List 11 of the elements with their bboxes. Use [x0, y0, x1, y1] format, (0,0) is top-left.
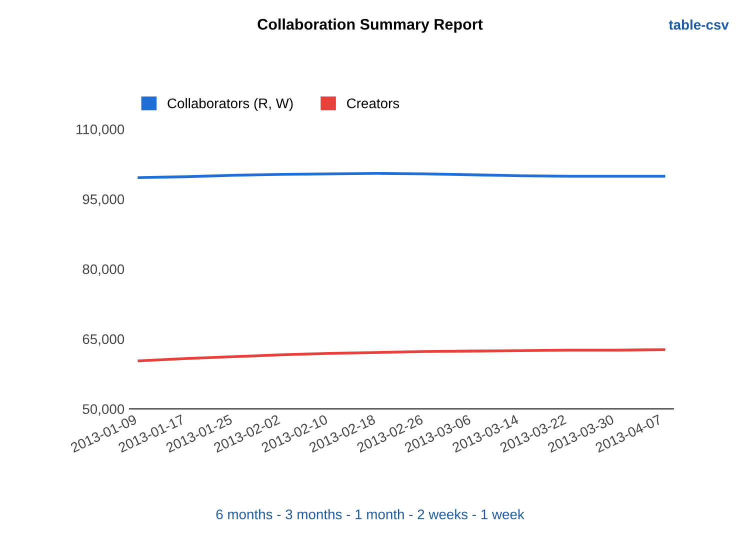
- y-tick-label: 95,000: [82, 194, 124, 206]
- y-tick-label: 110,000: [76, 124, 124, 136]
- text: 6 months - 3 months - 1 month - 2 weeks - 1 week: [216, 509, 524, 520]
- line-series: [138, 348, 666, 362]
- legend-label: Collaborators (R, W): [168, 98, 293, 112]
- y-tick-label: 80,000: [82, 264, 124, 276]
- text: table-csv: [668, 20, 729, 30]
- y-tick-label: 65,000: [82, 334, 124, 346]
- y-tick-label: 50,000: [82, 404, 124, 416]
- chart-title: Collaboration Summary Report: [258, 18, 483, 33]
- legend-label: Creators: [347, 98, 400, 108]
